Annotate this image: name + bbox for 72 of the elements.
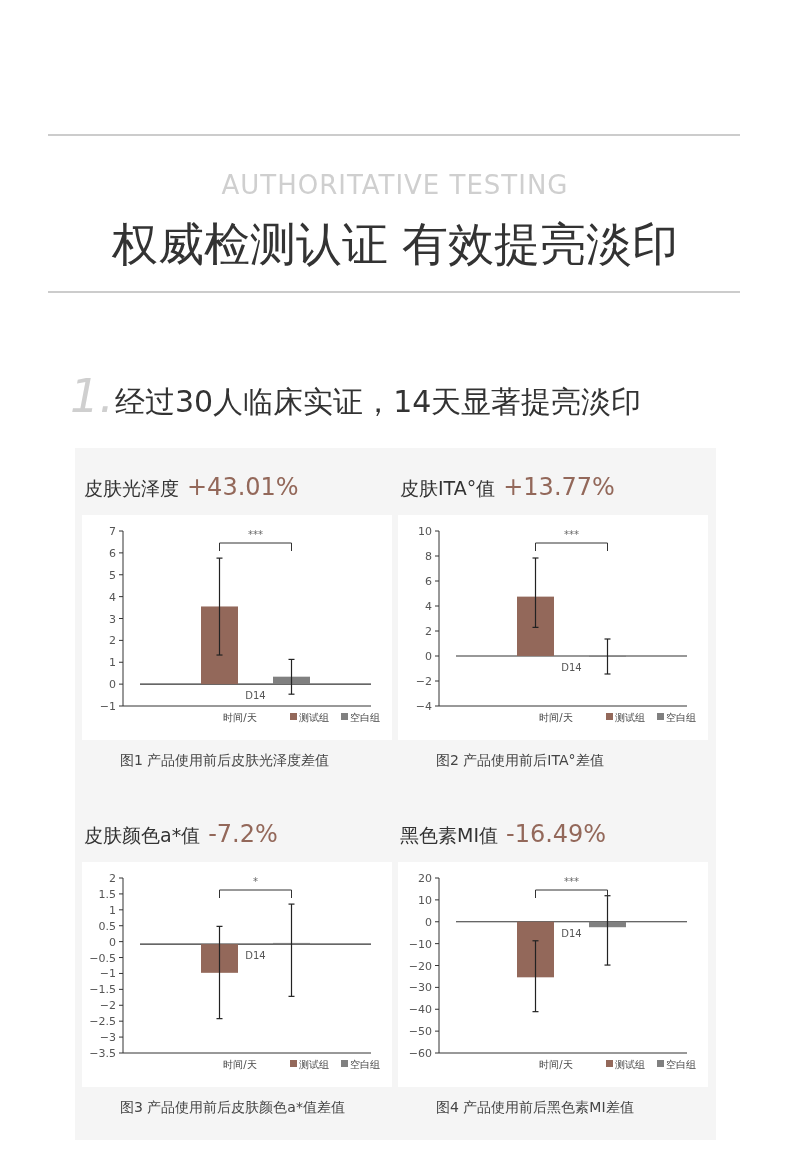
chart-subtitle: -16.49%	[506, 820, 607, 848]
x-tick-label: D14	[561, 927, 582, 939]
x-axis-title: 时间/天	[539, 1059, 573, 1070]
y-tick-label: −2	[415, 675, 432, 688]
legend-label: 空白组	[350, 1059, 380, 1070]
y-tick-label: 1.5	[98, 887, 116, 901]
y-tick-label: 20	[418, 872, 432, 885]
legend-label: 测试组	[299, 712, 329, 723]
y-tick-label: 0	[425, 650, 432, 663]
y-tick-label: −3	[99, 1031, 116, 1045]
x-axis-title: 时间/天	[223, 712, 257, 723]
legend-label: 空白组	[350, 712, 380, 723]
y-tick-label: −10	[408, 937, 432, 951]
y-tick-label: 0	[109, 935, 116, 949]
y-tick-label: 6	[425, 575, 432, 588]
y-tick-label: 2	[425, 625, 432, 638]
chart-subtitle: +43.01%	[187, 473, 299, 501]
x-axis-title: 时间/天	[223, 1059, 257, 1070]
y-tick-label: −3.5	[89, 1047, 116, 1060]
y-tick-label: 4	[109, 590, 116, 604]
legend-label: 空白组	[666, 1059, 696, 1070]
y-tick-label: −20	[408, 959, 432, 973]
chart-title: 皮肤颜色a*值	[84, 824, 201, 846]
chart-title: 皮肤ITA°值	[400, 477, 496, 499]
y-tick-label: 5	[109, 568, 116, 582]
y-tick-label: 10	[418, 893, 432, 907]
y-tick-label: −0.5	[89, 951, 116, 965]
y-tick-label: 6	[109, 546, 116, 560]
y-tick-label: −2	[99, 999, 116, 1013]
annotation: *	[253, 876, 258, 887]
y-tick-label: 0.5	[98, 919, 116, 933]
y-tick-label: −2.5	[89, 1015, 116, 1029]
y-tick-label: −4	[415, 700, 432, 713]
annotation: ***	[564, 529, 579, 540]
text: 经过30人临床实证，14天显著提亮淡印	[115, 384, 642, 419]
y-tick-label: 2	[109, 634, 116, 648]
y-tick-label: 0	[425, 915, 432, 929]
caption: 图3 产品使用前后皮肤颜色a*值差值	[120, 1099, 345, 1115]
y-tick-label: −50	[408, 1025, 432, 1039]
y-tick-label: −1	[99, 967, 116, 981]
chart-subtitle: -7.2%	[208, 820, 278, 848]
y-tick-label: −1.5	[89, 983, 116, 997]
y-tick-label: 2	[109, 872, 116, 885]
y-tick-label: −1	[99, 700, 116, 713]
caption: 图4 产品使用前后黑色素MI差值	[436, 1099, 634, 1115]
y-tick-label: −40	[408, 1003, 432, 1017]
caption: 图2 产品使用前后ITA°差值	[436, 752, 604, 768]
y-tick-label: −30	[408, 981, 432, 995]
x-tick-label: D14	[245, 950, 266, 962]
y-tick-label: 1	[109, 903, 116, 917]
y-tick-label: 4	[425, 600, 432, 613]
annotation: ***	[248, 529, 263, 540]
text: 权威检测认证 有效提亮淡印	[110, 217, 679, 271]
chart-title: 皮肤光泽度	[84, 477, 179, 499]
y-tick-label: −60	[408, 1047, 432, 1060]
y-tick-label: 3	[109, 612, 116, 626]
legend-label: 测试组	[299, 1059, 329, 1070]
legend-label: 测试组	[615, 1059, 645, 1070]
x-axis-title: 时间/天	[539, 712, 573, 723]
chart-subtitle: +13.77%	[503, 473, 615, 501]
x-tick-label: D14	[561, 662, 582, 673]
legend-label: 空白组	[666, 712, 696, 723]
y-tick-label: 10	[418, 525, 432, 538]
caption: 图1 产品使用前后皮肤光泽度差值	[120, 752, 330, 768]
legend-label: 测试组	[615, 712, 645, 723]
y-tick-label: 1	[109, 656, 116, 670]
chart-title: 黑色素MI值	[400, 824, 498, 846]
y-tick-label: 0	[109, 678, 116, 692]
y-tick-label: 8	[425, 550, 432, 563]
y-tick-label: 7	[109, 525, 116, 538]
annotation: ***	[564, 876, 579, 887]
x-tick-label: D14	[245, 690, 266, 702]
